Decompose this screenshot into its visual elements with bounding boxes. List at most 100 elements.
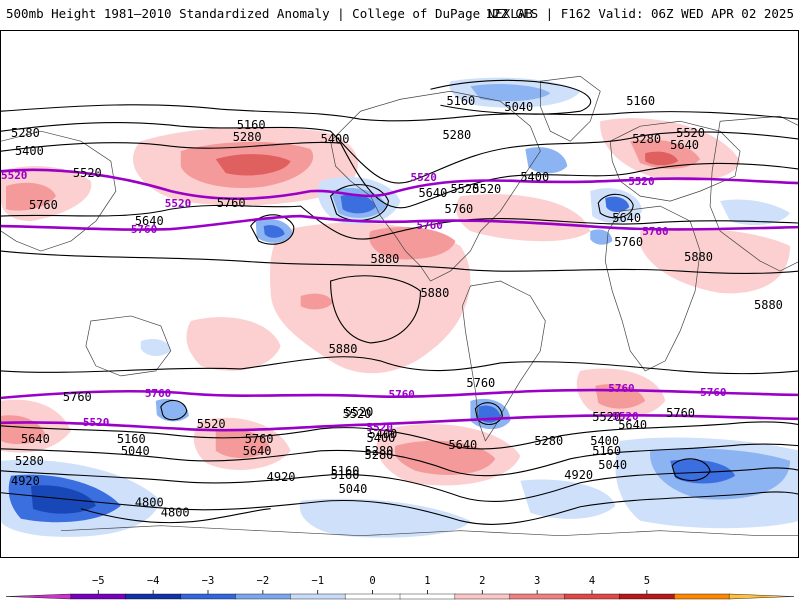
highlight-contours bbox=[1, 168, 798, 432]
contour-label: 4800 bbox=[135, 496, 164, 510]
south-america-outline bbox=[462, 280, 546, 442]
pos-anomaly-south-atlantic-core bbox=[394, 440, 496, 476]
colorbar-segment bbox=[728, 593, 795, 600]
contour-label: 5520 bbox=[197, 417, 226, 431]
highlight-5520-north bbox=[1, 168, 798, 200]
north-america-outline bbox=[330, 90, 541, 282]
map-panel: 5280 5160 5280 5400 5520 5760 5640 5760 … bbox=[0, 30, 799, 558]
contour-label: 5280 bbox=[365, 444, 394, 458]
colorbar-segment bbox=[235, 593, 291, 600]
contour-label: 5760 bbox=[63, 390, 92, 404]
contour-label: 5880 bbox=[754, 298, 783, 312]
colorbar-ticks bbox=[97, 590, 648, 594]
contour-label: 5520 bbox=[343, 407, 372, 421]
neg-anomaly-antarctic-south bbox=[299, 498, 471, 538]
colorbar-tick-label: 3 bbox=[534, 575, 540, 587]
highlight-5760-north bbox=[1, 214, 798, 231]
colorbar-segment bbox=[454, 593, 511, 600]
colorbar-tick-label: −5 bbox=[92, 575, 105, 587]
colorbar-segment bbox=[619, 593, 675, 600]
contour-label: 5160 bbox=[446, 94, 475, 108]
contour-label: 5640 bbox=[21, 432, 50, 446]
neg-anomaly-gulf-of-alaska-peak bbox=[340, 194, 376, 214]
neg-anomaly-atlantic-south bbox=[590, 229, 613, 245]
neg-anomaly-pacific-low-peak bbox=[263, 225, 285, 238]
colorbar-segment bbox=[509, 593, 566, 600]
highlight-label: 5760 bbox=[131, 223, 157, 236]
run-info: 12Z GFS | F162 Valid: 06Z WED APR 02 202… bbox=[485, 6, 794, 21]
contour-labels: 5280 5160 5280 5400 5520 5760 5640 5760 … bbox=[11, 94, 783, 519]
highlight-labels: 5520 5760 5520 5760 5520 5760 5520 5760 … bbox=[1, 169, 727, 434]
contour-label: 5400 bbox=[520, 170, 549, 184]
neg-anomaly-south-indian-ocean-peak bbox=[670, 459, 736, 484]
contour-5880-sub bbox=[1, 250, 798, 274]
contour-label: 5040 bbox=[598, 458, 627, 472]
contour-5160-north bbox=[1, 104, 798, 122]
contour-label: 5880 bbox=[329, 342, 358, 356]
highlight-label: 5760 bbox=[608, 382, 634, 395]
colorbar-labels: −5 −4 −3 −2 −1 0 1 2 3 4 5 bbox=[92, 575, 650, 587]
highlight-label: 5760 bbox=[145, 387, 171, 400]
australia-outline bbox=[85, 315, 172, 377]
contour-label: 5280 bbox=[365, 448, 394, 462]
colorbar-segment bbox=[344, 593, 401, 600]
contour-label: 5400 bbox=[15, 144, 44, 158]
contour-label: 5400 bbox=[590, 434, 619, 448]
contour-atlantic-low bbox=[597, 193, 634, 219]
contour-label: 5760 bbox=[466, 376, 495, 390]
contour-5880-south bbox=[1, 356, 798, 375]
highlight-label: 5520 bbox=[367, 421, 393, 434]
colorbar-segment bbox=[125, 593, 182, 600]
colorbar-segment bbox=[290, 593, 346, 600]
pos-anomaly-west-core bbox=[5, 182, 56, 211]
contour-label: 5520 bbox=[592, 410, 621, 424]
anomaly-shading bbox=[1, 77, 798, 538]
colorbar-tick-label: −1 bbox=[311, 575, 324, 587]
pos-anomaly-north-pacific-peak bbox=[215, 154, 291, 176]
pos-anomaly-north-atlantic bbox=[456, 194, 591, 242]
colorbar-tick-label: −4 bbox=[147, 575, 160, 587]
colorbar-segment bbox=[5, 593, 72, 600]
contour-south-america-low bbox=[474, 402, 503, 426]
colorbar-segment bbox=[674, 593, 730, 600]
contour-label: 5760 bbox=[614, 235, 643, 249]
contour-label: 5880 bbox=[420, 286, 449, 300]
contour-label: 5160 bbox=[626, 94, 655, 108]
colorbar-graphic: −5 −4 −3 −2 −1 0 1 2 3 4 5 bbox=[5, 575, 795, 600]
neg-anomaly-atlantic-low-core bbox=[605, 196, 630, 212]
contour-label: 4800 bbox=[161, 506, 190, 520]
contour-label: 5640 bbox=[243, 444, 272, 458]
colorbar-tick-label: 5 bbox=[644, 575, 650, 587]
world-map: 5280 5160 5280 5400 5520 5760 5640 5760 … bbox=[1, 75, 798, 538]
contour-5160-south bbox=[1, 467, 798, 502]
contour-4920-south bbox=[1, 491, 798, 525]
colorbar-segment bbox=[180, 593, 237, 600]
contour-label: 5520 bbox=[472, 182, 501, 196]
contour-5040-north bbox=[430, 79, 592, 115]
contour-label: 4920 bbox=[267, 470, 296, 484]
contour-5400-north bbox=[1, 141, 798, 209]
colorbar-tick-label: 1 bbox=[424, 575, 430, 587]
colorbar-tick-label: −3 bbox=[202, 575, 215, 587]
contour-label: 5760 bbox=[217, 196, 246, 210]
contour-label: 5640 bbox=[618, 418, 647, 432]
neg-anomaly-south-pacific-low bbox=[155, 398, 189, 422]
pos-anomaly-tropical-pacific bbox=[186, 317, 281, 371]
contour-label: 5760 bbox=[245, 432, 274, 446]
highlight-label: 5520 bbox=[1, 169, 27, 182]
contour-5400-south bbox=[1, 443, 798, 477]
contour-label: 5160 bbox=[331, 464, 360, 478]
pos-anomaly-subtropical-pacific bbox=[269, 222, 471, 374]
header: 500mb Height 1981–2010 Standardized Anom… bbox=[0, 0, 800, 30]
pos-anomaly-mexico bbox=[369, 227, 456, 260]
highlight-label: 5760 bbox=[416, 219, 442, 232]
neg-anomaly-tropical bbox=[140, 338, 171, 357]
asia-west-outline bbox=[1, 130, 117, 252]
contour-indian-low bbox=[671, 458, 711, 481]
contour-label: 5400 bbox=[367, 431, 396, 445]
highlight-label: 5760 bbox=[389, 388, 415, 401]
neg-anomaly-southern-mid bbox=[520, 479, 616, 519]
colorbar-tick-label: 0 bbox=[369, 575, 375, 587]
contour-label: 5280 bbox=[442, 128, 471, 142]
colorbar-segments bbox=[5, 593, 795, 600]
